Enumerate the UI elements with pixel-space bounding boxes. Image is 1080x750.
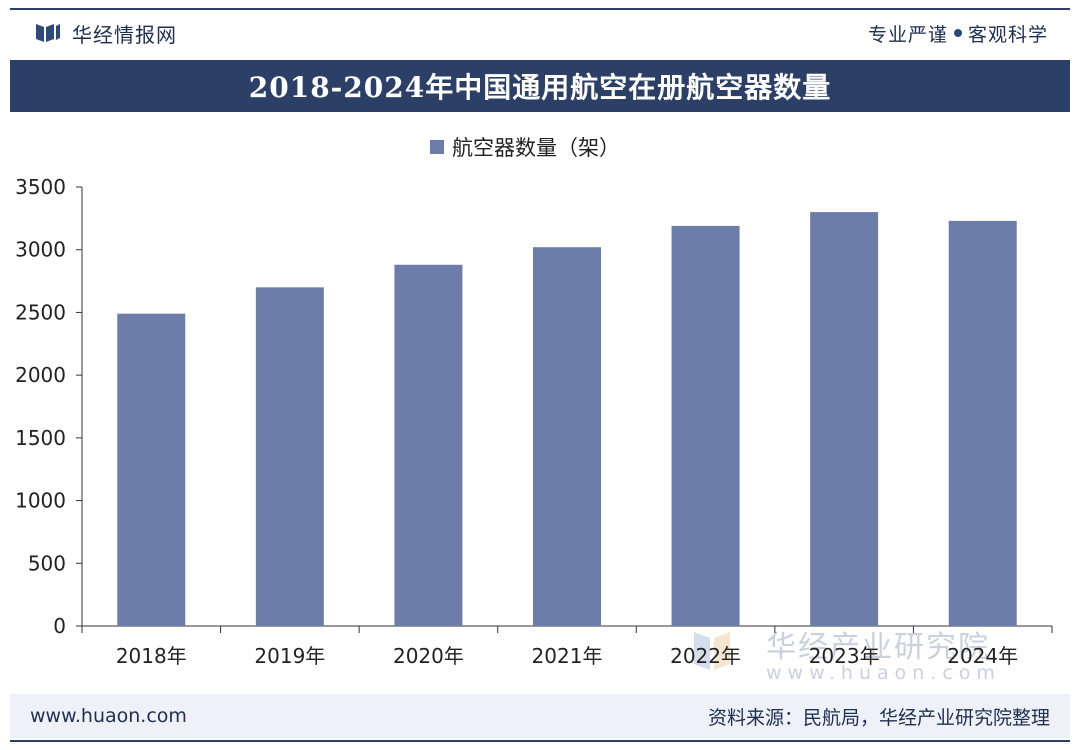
chart-title: 2018-2024年中国通用航空在册航空器数量 — [248, 71, 832, 104]
y-tick-label: 2000 — [15, 363, 66, 387]
slogan-left: 专业严谨 — [867, 23, 948, 46]
slogan-dot-icon — [953, 29, 962, 37]
bar — [255, 287, 324, 626]
brand: 华经情报网 — [36, 19, 177, 48]
legend-swatch — [430, 140, 444, 154]
x-tick-label: 2024年 — [947, 644, 1018, 668]
brand-name: 华经情报网 — [72, 22, 177, 47]
y-tick-label: 1000 — [15, 489, 66, 513]
chart-frame — [10, 8, 1070, 742]
x-tick-label: 2020年 — [393, 644, 464, 668]
brand-logo-icon — [36, 24, 60, 42]
watermark-text: 华经产业研究院 — [766, 630, 990, 665]
x-tick-label: 2023年 — [809, 644, 880, 668]
y-tick-label: 3500 — [15, 175, 66, 199]
bar — [948, 220, 1017, 626]
footer-source: 资料来源：民航局，华经产业研究院整理 — [707, 706, 1050, 729]
watermark-url: www.huaon.com — [766, 662, 1001, 684]
bar — [533, 247, 601, 626]
bar — [394, 264, 463, 626]
x-tick-label: 2022年 — [670, 644, 741, 668]
legend-label: 航空器数量（架） — [452, 136, 620, 160]
title-bar: 2018-2024年中国通用航空在册航空器数量 — [10, 60, 1070, 112]
footer-website[interactable]: www.huaon.com — [30, 705, 187, 727]
y-tick-label: 500 — [28, 551, 66, 575]
y-tick-label: 2500 — [15, 300, 66, 324]
x-tick-label: 2019年 — [254, 644, 325, 668]
bar — [671, 225, 740, 626]
bar — [810, 212, 879, 627]
x-tick-label: 2018年 — [116, 644, 187, 668]
watermark-logo-icon — [694, 632, 730, 670]
bar — [117, 313, 186, 626]
legend: 航空器数量（架） — [430, 132, 620, 162]
top-bar: 华经情报网 专业严谨 客观科学 — [10, 10, 1070, 56]
y-tick-label: 1500 — [15, 426, 66, 450]
y-tick-label: 0 — [53, 614, 66, 638]
slogan: 专业严谨 客观科学 — [868, 20, 1048, 47]
footer-bar: www.huaon.com 资料来源：民航局，华经产业研究院整理 — [10, 694, 1070, 738]
x-tick-label: 2021年 — [532, 644, 603, 668]
slogan-right: 客观科学 — [967, 23, 1048, 46]
y-tick-label: 3000 — [15, 238, 66, 262]
